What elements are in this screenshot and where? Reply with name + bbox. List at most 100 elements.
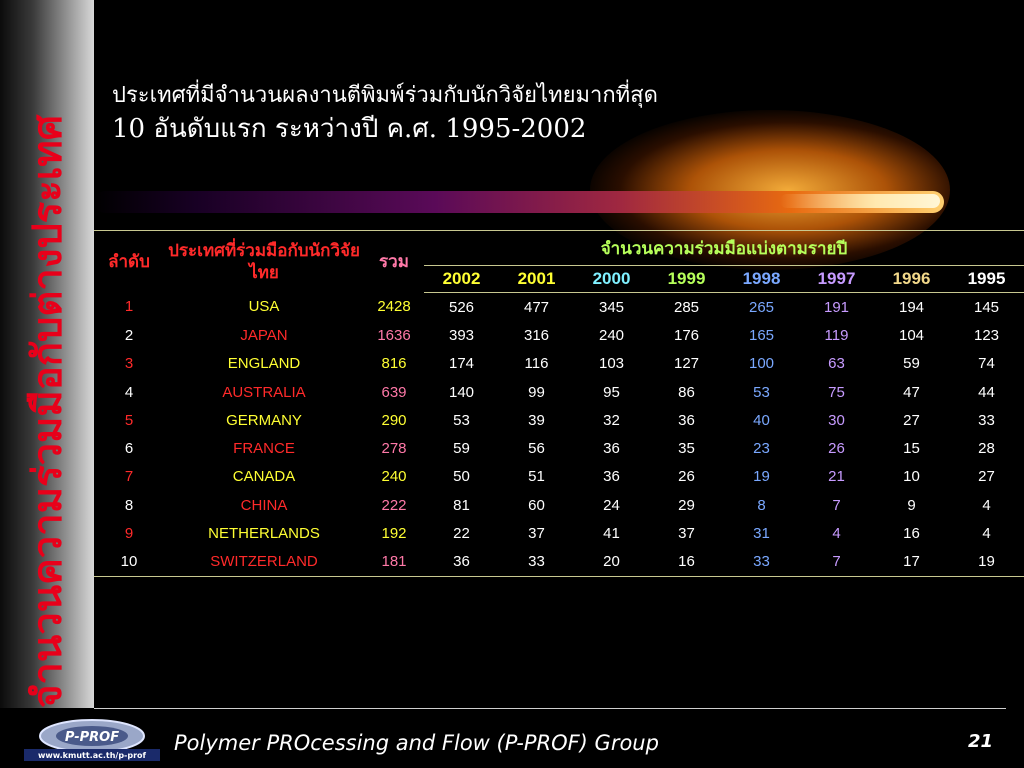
pprof-logo: P-PROF www.kmutt.ac.th/p-prof bbox=[24, 719, 160, 761]
year-value-cell: 526 bbox=[448, 298, 475, 316]
total-cell: 278 bbox=[381, 440, 407, 458]
rank-cell: 9 bbox=[124, 525, 134, 543]
title-line-2: 10 อันดับแรก ระหว่างปี ค.ศ. 1995-2002 bbox=[112, 114, 587, 144]
year-value-cell: 15 bbox=[903, 440, 920, 458]
year-value-cell: 345 bbox=[598, 298, 625, 316]
table-row: 4 AUSTRALIA 639 140 99 95 86 53 75 47 44 bbox=[94, 378, 1024, 406]
year-value-cell: 40 bbox=[753, 411, 770, 429]
year-value-cell: 30 bbox=[828, 411, 845, 429]
year-value-cell: 37 bbox=[528, 525, 545, 543]
year-value-cell: 19 bbox=[949, 547, 1024, 577]
rank-cell: 6 bbox=[124, 440, 134, 458]
year-value-cell: 36 bbox=[678, 411, 695, 429]
year-value-cell: 104 bbox=[898, 326, 925, 344]
footer-divider bbox=[94, 708, 1006, 709]
header-year: 1996 bbox=[874, 265, 949, 293]
year-value-cell: 74 bbox=[978, 355, 995, 373]
year-value-cell: 16 bbox=[649, 547, 724, 577]
country-cell: NETHERLANDS bbox=[208, 525, 320, 543]
year-value-cell: 9 bbox=[907, 496, 916, 514]
year-value-cell: 27 bbox=[978, 468, 995, 486]
table-row: 1 USA 2428 526 477 345 285 265 191 194 145 bbox=[94, 293, 1024, 322]
year-value-cell: 81 bbox=[453, 496, 470, 514]
year-value-cell: 116 bbox=[524, 355, 549, 373]
year-value-cell: 8 bbox=[757, 496, 766, 514]
total-cell: 181 bbox=[364, 547, 424, 577]
year-value-cell: 4 bbox=[982, 496, 991, 514]
slide-heading: ประเทศที่มีจำนวนผลงานตีพิมพ์ร่วมกับนักวิ… bbox=[112, 80, 658, 146]
year-value-cell: 316 bbox=[523, 326, 550, 344]
year-value-cell: 99 bbox=[528, 383, 545, 401]
title-line-1: ประเทศที่มีจำนวนผลงานตีพิมพ์ร่วมกับนักวิ… bbox=[112, 83, 658, 108]
year-value-cell: 4 bbox=[832, 525, 841, 543]
rank-cell: 2 bbox=[124, 326, 134, 344]
rank-cell: 8 bbox=[124, 496, 134, 514]
year-value-cell: 47 bbox=[903, 383, 920, 401]
year-value-cell: 100 bbox=[748, 355, 775, 373]
total-cell: 290 bbox=[381, 411, 407, 429]
rank-cell: 5 bbox=[124, 411, 134, 429]
year-value-cell: 36 bbox=[603, 440, 620, 458]
table-row: 10 SWITZERLAND 181 36 33 20 16 33 7 17 19 bbox=[94, 547, 1024, 577]
year-value-cell: 37 bbox=[678, 525, 695, 543]
footer-group-name: Polymer PROcessing and Flow (P-PROF) Gro… bbox=[174, 731, 659, 755]
header-year: 1997 bbox=[799, 265, 874, 293]
year-value-cell: 140 bbox=[448, 383, 475, 401]
country-cell: JAPAN bbox=[240, 326, 288, 344]
year-value-cell: 7 bbox=[799, 547, 874, 577]
year-value-cell: 33 bbox=[978, 411, 995, 429]
year-value-cell: 31 bbox=[753, 525, 770, 543]
year-value-cell: 44 bbox=[978, 383, 995, 401]
year-value-cell: 23 bbox=[753, 440, 770, 458]
header-country: ประเทศที่ร่วมมือกับนักวิจัยไทย bbox=[164, 230, 364, 293]
year-value-cell: 53 bbox=[453, 411, 470, 429]
table-row: 6 FRANCE 278 59 56 36 35 23 26 15 28 bbox=[94, 434, 1024, 462]
header-year: 1998 bbox=[724, 265, 799, 293]
header-yearly-group: จำนวนความร่วมมือแบ่งตามรายปี bbox=[424, 230, 1024, 266]
year-value-cell: 75 bbox=[828, 383, 845, 401]
year-value-cell: 393 bbox=[448, 326, 475, 344]
year-value-cell: 123 bbox=[973, 326, 1000, 344]
year-value-cell: 50 bbox=[453, 468, 470, 486]
table-row: 3 ENGLAND 816 174 116 103 127 100 63 59 74 bbox=[94, 350, 1024, 378]
year-value-cell: 33 bbox=[724, 547, 799, 577]
year-value-cell: 174 bbox=[448, 355, 475, 373]
year-value-cell: 28 bbox=[978, 440, 995, 458]
total-cell: 192 bbox=[381, 525, 407, 543]
year-value-cell: 41 bbox=[603, 525, 620, 543]
table-row: 2 JAPAN 1636 393 316 240 176 165 119 104 123 bbox=[94, 321, 1024, 349]
year-value-cell: 35 bbox=[678, 440, 695, 458]
year-value-cell: 56 bbox=[528, 440, 545, 458]
country-cell: USA bbox=[248, 298, 280, 316]
table-row: 7 CANADA 240 50 51 36 26 19 21 10 27 bbox=[94, 463, 1024, 491]
header-year: 2001 bbox=[499, 265, 574, 293]
total-cell: 2428 bbox=[377, 298, 411, 316]
year-value-cell: 477 bbox=[523, 298, 550, 316]
table-row: 9 NETHERLANDS 192 22 37 41 37 31 4 16 4 bbox=[94, 519, 1024, 547]
header-year: 2002 bbox=[424, 265, 499, 293]
total-cell: 1636 bbox=[377, 326, 411, 344]
sidebar-gradient bbox=[0, 0, 94, 708]
year-value-cell: 59 bbox=[453, 440, 470, 458]
table-row: 8 CHINA 222 81 60 24 29 8 7 9 4 bbox=[94, 491, 1024, 519]
page-number: 21 bbox=[968, 731, 994, 752]
year-value-cell: 36 bbox=[603, 468, 620, 486]
year-value-cell: 26 bbox=[828, 440, 845, 458]
year-value-cell: 240 bbox=[598, 326, 625, 344]
header-year: 1995 bbox=[949, 265, 1024, 293]
year-value-cell: 4 bbox=[982, 525, 991, 543]
logo-text: P-PROF bbox=[65, 730, 119, 745]
year-value-cell: 20 bbox=[574, 547, 649, 577]
year-value-cell: 32 bbox=[603, 411, 620, 429]
year-value-cell: 63 bbox=[828, 355, 845, 373]
country-cell: AUSTRALIA bbox=[222, 383, 306, 401]
year-value-cell: 285 bbox=[673, 298, 700, 316]
country-cell: FRANCE bbox=[233, 440, 295, 458]
year-value-cell: 7 bbox=[832, 496, 841, 514]
year-value-cell: 191 bbox=[823, 298, 850, 316]
light-streak-core bbox=[780, 194, 940, 208]
year-value-cell: 29 bbox=[678, 496, 695, 514]
header-rank: ลำดับ bbox=[94, 230, 164, 293]
rank-cell: 3 bbox=[124, 355, 134, 373]
year-value-cell: 265 bbox=[748, 298, 775, 316]
